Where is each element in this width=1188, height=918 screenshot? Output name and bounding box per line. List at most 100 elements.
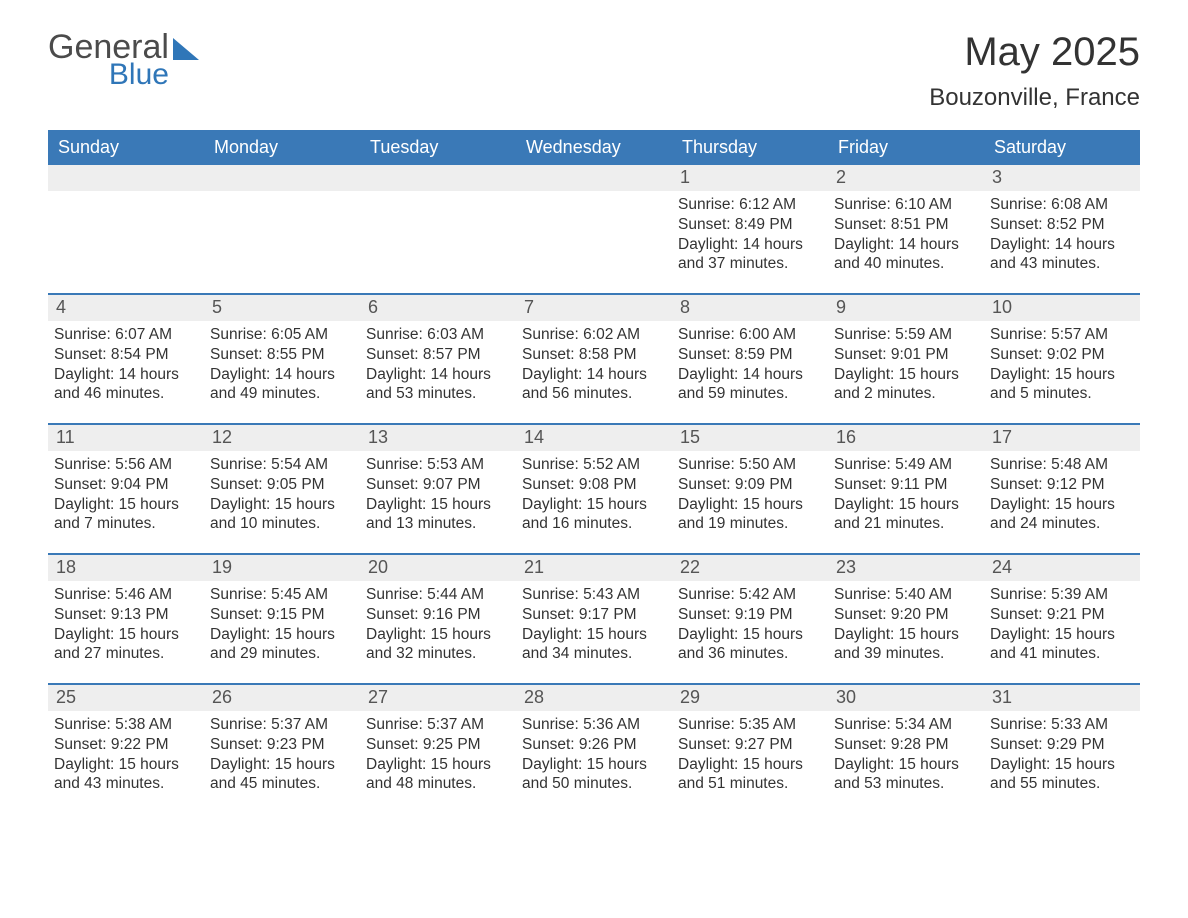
calendar-cell: 24Sunrise: 5:39 AMSunset: 9:21 PMDayligh… (984, 555, 1140, 683)
daylight-text: Daylight: 15 hours and 36 minutes. (678, 625, 822, 665)
calendar: Sunday Monday Tuesday Wednesday Thursday… (48, 130, 1140, 813)
day-number: 1 (672, 165, 828, 191)
day-number: 8 (672, 295, 828, 321)
sunrise-text: Sunrise: 5:39 AM (990, 585, 1134, 605)
calendar-cell: 6Sunrise: 6:03 AMSunset: 8:57 PMDaylight… (360, 295, 516, 423)
day-number: 19 (204, 555, 360, 581)
day-details: Sunrise: 5:40 AMSunset: 9:20 PMDaylight:… (828, 581, 984, 668)
sunset-text: Sunset: 8:52 PM (990, 215, 1134, 235)
calendar-cell: 19Sunrise: 5:45 AMSunset: 9:15 PMDayligh… (204, 555, 360, 683)
sunrise-text: Sunrise: 5:57 AM (990, 325, 1134, 345)
day-number: 22 (672, 555, 828, 581)
calendar-cell: 12Sunrise: 5:54 AMSunset: 9:05 PMDayligh… (204, 425, 360, 553)
day-details: Sunrise: 5:59 AMSunset: 9:01 PMDaylight:… (828, 321, 984, 408)
daylight-text: Daylight: 14 hours and 49 minutes. (210, 365, 354, 405)
day-details: Sunrise: 5:33 AMSunset: 9:29 PMDaylight:… (984, 711, 1140, 798)
sunset-text: Sunset: 9:20 PM (834, 605, 978, 625)
day-number: 25 (48, 685, 204, 711)
sunset-text: Sunset: 9:22 PM (54, 735, 198, 755)
calendar-cell: 2Sunrise: 6:10 AMSunset: 8:51 PMDaylight… (828, 165, 984, 293)
day-number: 30 (828, 685, 984, 711)
sunrise-text: Sunrise: 5:45 AM (210, 585, 354, 605)
sunset-text: Sunset: 9:07 PM (366, 475, 510, 495)
calendar-cell: 21Sunrise: 5:43 AMSunset: 9:17 PMDayligh… (516, 555, 672, 683)
sunrise-text: Sunrise: 6:02 AM (522, 325, 666, 345)
day-details: Sunrise: 5:45 AMSunset: 9:15 PMDaylight:… (204, 581, 360, 668)
day-details: Sunrise: 6:07 AMSunset: 8:54 PMDaylight:… (48, 321, 204, 408)
sunrise-text: Sunrise: 5:49 AM (834, 455, 978, 475)
sunrise-text: Sunrise: 5:35 AM (678, 715, 822, 735)
day-details: Sunrise: 5:54 AMSunset: 9:05 PMDaylight:… (204, 451, 360, 538)
sunrise-text: Sunrise: 6:08 AM (990, 195, 1134, 215)
logo-text: General Blue (48, 30, 169, 90)
sunset-text: Sunset: 8:57 PM (366, 345, 510, 365)
sunrise-text: Sunrise: 5:37 AM (366, 715, 510, 735)
daylight-text: Daylight: 15 hours and 13 minutes. (366, 495, 510, 535)
sunset-text: Sunset: 9:21 PM (990, 605, 1134, 625)
day-details: Sunrise: 5:35 AMSunset: 9:27 PMDaylight:… (672, 711, 828, 798)
daylight-text: Daylight: 15 hours and 32 minutes. (366, 625, 510, 665)
sunrise-text: Sunrise: 6:10 AM (834, 195, 978, 215)
daylight-text: Daylight: 14 hours and 59 minutes. (678, 365, 822, 405)
daylight-text: Daylight: 14 hours and 53 minutes. (366, 365, 510, 405)
sunrise-text: Sunrise: 6:12 AM (678, 195, 822, 215)
day-details: Sunrise: 5:48 AMSunset: 9:12 PMDaylight:… (984, 451, 1140, 538)
calendar-cell: 20Sunrise: 5:44 AMSunset: 9:16 PMDayligh… (360, 555, 516, 683)
sunrise-text: Sunrise: 5:53 AM (366, 455, 510, 475)
sunset-text: Sunset: 9:08 PM (522, 475, 666, 495)
daylight-text: Daylight: 15 hours and 19 minutes. (678, 495, 822, 535)
sunrise-text: Sunrise: 5:59 AM (834, 325, 978, 345)
day-number: 28 (516, 685, 672, 711)
sunset-text: Sunset: 8:51 PM (834, 215, 978, 235)
header: General Blue May 2025 Bouzonville, Franc… (48, 30, 1140, 122)
sunrise-text: Sunrise: 5:42 AM (678, 585, 822, 605)
sunrise-text: Sunrise: 5:56 AM (54, 455, 198, 475)
daylight-text: Daylight: 15 hours and 45 minutes. (210, 755, 354, 795)
day-number: 15 (672, 425, 828, 451)
day-number: 4 (48, 295, 204, 321)
sunset-text: Sunset: 8:55 PM (210, 345, 354, 365)
sunset-text: Sunset: 9:12 PM (990, 475, 1134, 495)
sunset-text: Sunset: 8:54 PM (54, 345, 198, 365)
sunset-text: Sunset: 9:23 PM (210, 735, 354, 755)
daylight-text: Daylight: 15 hours and 10 minutes. (210, 495, 354, 535)
sunrise-text: Sunrise: 5:46 AM (54, 585, 198, 605)
calendar-cell: 8Sunrise: 6:00 AMSunset: 8:59 PMDaylight… (672, 295, 828, 423)
sunset-text: Sunset: 9:26 PM (522, 735, 666, 755)
sunrise-text: Sunrise: 5:43 AM (522, 585, 666, 605)
day-number: 31 (984, 685, 1140, 711)
daylight-text: Daylight: 15 hours and 55 minutes. (990, 755, 1134, 795)
week-row: 1Sunrise: 6:12 AMSunset: 8:49 PMDaylight… (48, 165, 1140, 293)
calendar-cell: 17Sunrise: 5:48 AMSunset: 9:12 PMDayligh… (984, 425, 1140, 553)
sunrise-text: Sunrise: 6:07 AM (54, 325, 198, 345)
day-number: 23 (828, 555, 984, 581)
daylight-text: Daylight: 15 hours and 48 minutes. (366, 755, 510, 795)
daylight-text: Daylight: 14 hours and 46 minutes. (54, 365, 198, 405)
day-number: 27 (360, 685, 516, 711)
week-row: 4Sunrise: 6:07 AMSunset: 8:54 PMDaylight… (48, 293, 1140, 423)
sunset-text: Sunset: 9:27 PM (678, 735, 822, 755)
day-number: 29 (672, 685, 828, 711)
sunrise-text: Sunrise: 5:44 AM (366, 585, 510, 605)
day-details: Sunrise: 5:46 AMSunset: 9:13 PMDaylight:… (48, 581, 204, 668)
day-number (48, 165, 204, 191)
day-number: 7 (516, 295, 672, 321)
day-header-saturday: Saturday (984, 130, 1140, 165)
day-header-thursday: Thursday (672, 130, 828, 165)
daylight-text: Daylight: 14 hours and 43 minutes. (990, 235, 1134, 275)
calendar-cell: 7Sunrise: 6:02 AMSunset: 8:58 PMDaylight… (516, 295, 672, 423)
sunset-text: Sunset: 9:13 PM (54, 605, 198, 625)
month-title: May 2025 (929, 30, 1140, 74)
day-details: Sunrise: 5:52 AMSunset: 9:08 PMDaylight:… (516, 451, 672, 538)
sunset-text: Sunset: 8:58 PM (522, 345, 666, 365)
sunrise-text: Sunrise: 5:34 AM (834, 715, 978, 735)
sunset-text: Sunset: 9:05 PM (210, 475, 354, 495)
day-details: Sunrise: 6:03 AMSunset: 8:57 PMDaylight:… (360, 321, 516, 408)
day-number (516, 165, 672, 191)
day-details: Sunrise: 5:43 AMSunset: 9:17 PMDaylight:… (516, 581, 672, 668)
daylight-text: Daylight: 14 hours and 56 minutes. (522, 365, 666, 405)
sunrise-text: Sunrise: 5:36 AM (522, 715, 666, 735)
location-label: Bouzonville, France (929, 84, 1140, 112)
day-details: Sunrise: 6:02 AMSunset: 8:58 PMDaylight:… (516, 321, 672, 408)
daylight-text: Daylight: 15 hours and 27 minutes. (54, 625, 198, 665)
